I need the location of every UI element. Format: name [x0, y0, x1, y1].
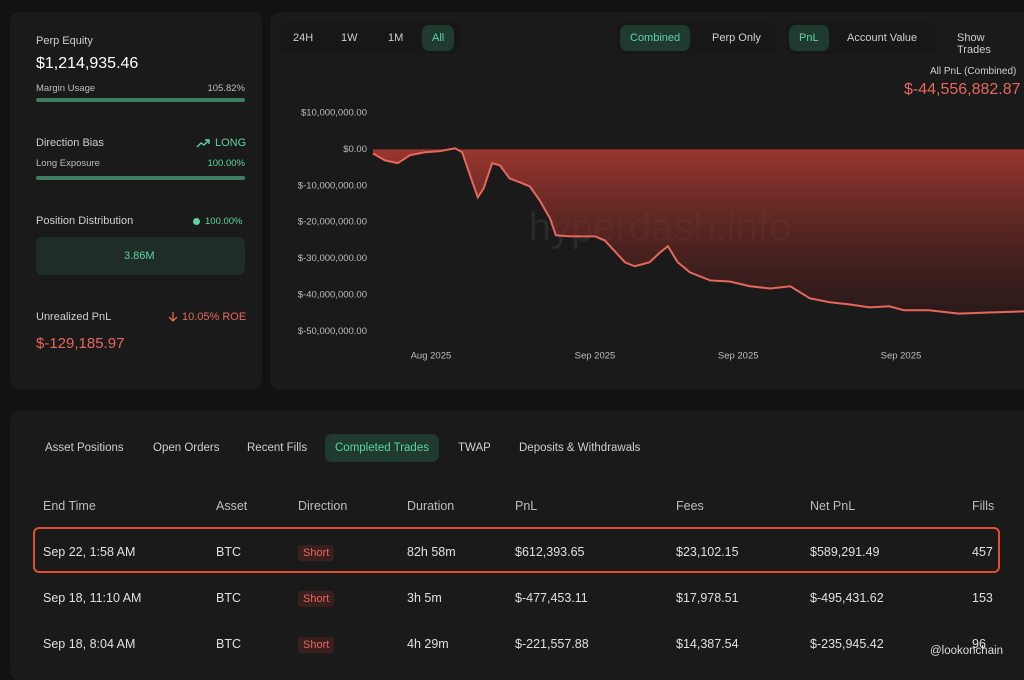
page: Perp Equity $1,214,935.46 Margin Usage 1…	[10, 12, 1024, 657]
table-panel	[10, 410, 1024, 680]
column-header: Fees	[676, 499, 704, 513]
margin-bar	[36, 98, 245, 102]
view-toggle[interactable]: Combined	[620, 25, 691, 51]
table-cell: 82h 58m	[407, 545, 456, 559]
tab[interactable]: Completed Trades	[325, 434, 439, 462]
table-cell: $-221,557.88	[515, 637, 589, 651]
dot	[193, 218, 200, 225]
direction-badge: Short	[298, 545, 335, 561]
range-button[interactable]: All	[422, 25, 455, 51]
table-cell: $-235,945.42	[810, 637, 884, 651]
unrealized-value: $-129,185.97	[36, 335, 125, 352]
exposure-bar	[36, 176, 245, 180]
table-cell: $589,291.49	[810, 545, 880, 559]
table-cell: 153	[972, 591, 993, 605]
table-cell: $17,978.51	[676, 591, 739, 605]
x-tick-label: Sep 2025	[881, 351, 922, 362]
table-cell: $14,387.54	[676, 637, 739, 651]
bias-value: LONG	[215, 137, 247, 149]
distribution-value: 3.86M	[124, 250, 155, 262]
tab[interactable]: TWAP	[458, 442, 491, 454]
direction-cell: Short	[298, 637, 335, 653]
direction-cell: Short	[298, 591, 335, 607]
metric-toggle[interactable]: PnL	[789, 25, 829, 51]
chart-total: $-44,556,882.87	[904, 81, 1021, 98]
table-cell: 96	[972, 637, 986, 651]
table-cell: 457	[972, 545, 993, 559]
value: 100.00%	[207, 158, 245, 169]
range-button[interactable]: 1W	[341, 32, 358, 44]
table-cell: $-495,431.62	[810, 591, 884, 605]
table-cell: Sep 22, 1:58 AM	[43, 545, 136, 559]
table-cell: $-477,453.11	[515, 591, 588, 605]
y-tick-label: $-30,000,000.00	[298, 253, 367, 264]
table-cell: Sep 18, 8:04 AM	[43, 637, 136, 651]
y-tick-label: $-10,000,000.00	[298, 180, 367, 191]
value: 100.00%	[205, 216, 243, 227]
y-tick-label: $-20,000,000.00	[298, 217, 367, 228]
tab[interactable]: Recent Fills	[247, 442, 308, 454]
table-cell: $23,102.15	[676, 545, 739, 559]
row-highlight	[33, 527, 1000, 573]
table-cell: 3h 5m	[407, 591, 442, 605]
chart-title: All PnL (Combined)	[930, 66, 1017, 77]
watermark: @lookonchain	[930, 645, 1004, 657]
trend-icon	[196, 139, 210, 148]
x-tick-label: Sep 2025	[718, 351, 759, 362]
chart: hyperdash.info $10,000,000.00$0.00$-10,0…	[298, 107, 1024, 362]
value: 105.82%	[207, 83, 245, 94]
label: Unrealized PnL	[36, 311, 112, 323]
table-cell: Sep 18, 11:10 AM	[43, 591, 142, 605]
range-button[interactable]: 1M	[388, 32, 404, 44]
distribution-bar	[36, 237, 245, 275]
column-header: Direction	[298, 499, 348, 513]
tab[interactable]: Asset Positions	[45, 442, 124, 454]
label: Perp Equity	[36, 35, 93, 47]
line	[372, 147, 1024, 315]
roe: 10.05% ROE	[182, 311, 247, 323]
column-header: Asset	[216, 499, 248, 513]
column-header: End Time	[43, 499, 96, 513]
metric-toggle[interactable]: Account Value	[847, 32, 918, 44]
x-tick-label: Sep 2025	[575, 351, 616, 362]
equity-value: $1,214,935.46	[36, 55, 139, 72]
y-tick-label: $10,000,000.00	[301, 107, 367, 118]
range-button[interactable]: 24H	[293, 32, 314, 44]
table-cell: BTC	[216, 637, 241, 651]
x-tick-label: Aug 2025	[411, 351, 452, 362]
column-header: Net PnL	[810, 499, 856, 513]
label: Margin Usage	[36, 83, 96, 94]
direction-badge: Short	[298, 637, 335, 653]
view-toggle[interactable]: Perp Only	[712, 32, 761, 44]
down-icon	[168, 312, 178, 322]
area	[373, 148, 1024, 314]
direction-cell: Short	[298, 545, 335, 561]
column-header: PnL	[515, 499, 538, 513]
label: Long Exposure	[36, 158, 100, 169]
table-cell: BTC	[216, 545, 241, 559]
column-header: Fills	[972, 499, 995, 513]
y-tick-label: $0.00	[343, 144, 367, 155]
sidebar-panel	[10, 12, 262, 390]
y-tick-label: $-50,000,000.00	[298, 326, 367, 337]
label: Direction Bias	[36, 137, 104, 149]
label: Position Distribution	[36, 215, 134, 227]
table-cell: 4h 29m	[407, 637, 449, 651]
show-trades[interactable]: Show Trades	[957, 32, 991, 56]
direction-badge: Short	[298, 591, 335, 607]
tab[interactable]: Open Orders	[153, 442, 220, 454]
y-tick-label: $-40,000,000.00	[298, 290, 367, 301]
tab[interactable]: Deposits & Withdrawals	[519, 442, 641, 454]
table-cell: $612,393.65	[515, 545, 585, 559]
column-header: Duration	[407, 499, 455, 513]
table-cell: BTC	[216, 591, 241, 605]
